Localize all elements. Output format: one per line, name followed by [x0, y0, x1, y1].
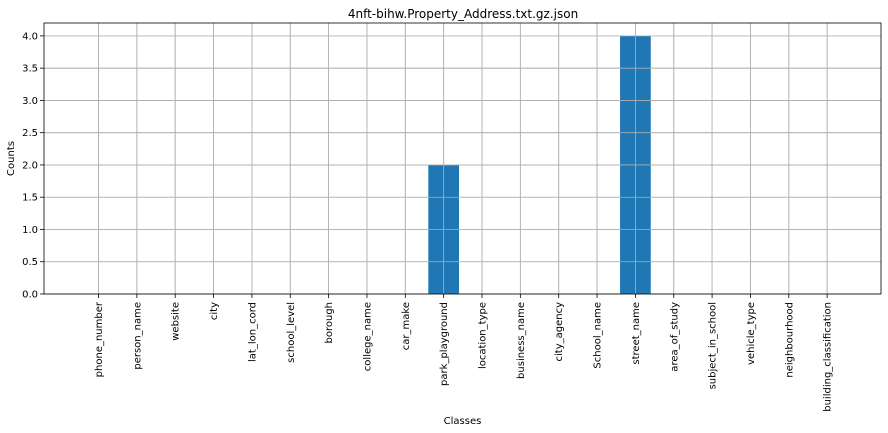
- x-tick-label: neighbourhood: [784, 302, 795, 378]
- chart-title: 4nft-bihw.Property_Address.txt.gz.json: [348, 7, 578, 21]
- y-axis-ticks: 0.0 0.5 1.0 1.5 2.0 2.5 3.0 3.5 4.0: [22, 31, 44, 301]
- grid-lines-overlay: [44, 23, 881, 295]
- x-tick-label: park_playground: [439, 302, 450, 386]
- x-tick-label: lat_lon_cord: [247, 302, 258, 362]
- x-tick-label: subject_in_school: [708, 302, 719, 389]
- x-tick-label: school_level: [286, 302, 297, 363]
- x-tick-label: car_make: [401, 302, 412, 350]
- x-tick-label: location_type: [478, 302, 489, 369]
- y-tick-label: 3.0: [22, 96, 38, 107]
- y-tick-label: 4.0: [22, 31, 38, 42]
- x-tick-label: website: [171, 302, 182, 341]
- x-tick-label: street_name: [631, 302, 642, 365]
- x-axis-ticks: phone_number person_name website city lat_lo…: [94, 294, 834, 412]
- x-tick-label: college_name: [362, 302, 373, 371]
- x-tick-label: city_agency: [554, 302, 565, 362]
- x-axis-label: Classes: [444, 416, 482, 427]
- y-tick-label: 1.0: [22, 225, 38, 236]
- y-tick-label: 2.0: [22, 160, 38, 171]
- y-tick-label: 0.0: [22, 290, 38, 301]
- x-tick-label: borough: [324, 302, 335, 344]
- y-tick-label: 3.5: [22, 64, 38, 75]
- y-tick-label: 0.5: [22, 257, 38, 268]
- y-tick-label: 1.5: [22, 193, 38, 204]
- grid-lines: [44, 23, 881, 295]
- x-tick-label: person_name: [132, 302, 143, 370]
- plot-frame: [43, 22, 882, 295]
- y-axis-label: Counts: [6, 141, 17, 176]
- x-tick-label: area_of_study: [669, 302, 680, 372]
- x-tick-label: building_classification: [823, 302, 834, 412]
- x-tick-label: School_name: [593, 302, 604, 369]
- x-tick-label: phone_number: [94, 301, 105, 377]
- x-tick-label: business_name: [516, 302, 527, 379]
- x-tick-label: vehicle_type: [746, 302, 757, 365]
- y-tick-label: 2.5: [22, 128, 38, 139]
- x-tick-label: city: [209, 302, 220, 320]
